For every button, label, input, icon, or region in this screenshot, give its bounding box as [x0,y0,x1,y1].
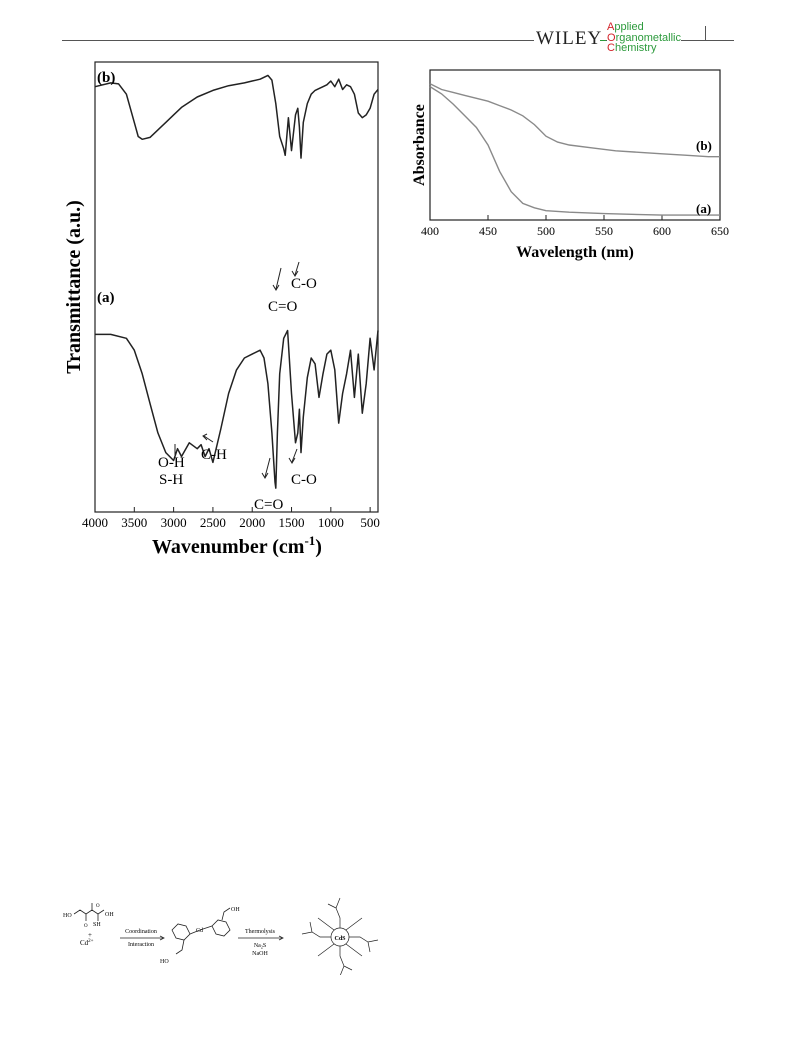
arrow1-label-top: Coordination [125,929,157,935]
reactant-o1: O [84,924,88,929]
ftir-label-c-o-b: C-O [291,276,317,292]
header-rule [62,40,734,41]
product-bonds [301,897,379,975]
ftir-x-ticks: 4000 3500 3000 2500 2000 1500 1000 500 [82,507,380,530]
cd-ion: Cd2+ [80,939,94,947]
ftir-series-label-b: (b) [97,70,115,86]
complex-cd: Cd [196,928,203,934]
ftir-tick-label: 2500 [200,515,226,530]
uvvis-tick-label: 650 [711,224,729,238]
arrow1-label-bottom: Interaction [128,942,154,948]
complex-bonds [171,907,231,955]
reactant-bonds [73,903,105,921]
uvvis-tick-label: 500 [537,224,555,238]
plus-sign: + [88,931,92,939]
uvvis-series-line-a [429,86,720,216]
reactant-ho: HO [63,913,72,919]
ftir-series-line-b [94,74,379,159]
ftir-series-line-a [95,329,379,489]
ftir-series-label-a: (a) [97,290,115,306]
uvvis-x-axis-label: Wavelength (nm) [516,244,634,261]
ftir-label-c-o-a: C-O [291,472,317,488]
uvvis-tick-label: 550 [595,224,613,238]
ftir-tick-label: 1500 [279,515,305,530]
uvvis-series-line-b [429,83,720,158]
uvvis-series-label-b: (b) [696,138,712,153]
uvvis-y-axis-label: Absorbance [411,104,428,186]
uvvis-tick-label: 600 [653,224,671,238]
arrow2-label-bottom: NaOH [252,951,268,957]
uvvis-curves [429,83,720,216]
complex-ho: HO [160,959,169,965]
complex-oh: OH [231,907,240,913]
ftir-label-sh: S-H [159,472,183,488]
reaction-scheme: HO OH SH O O + Cd2+ Coordination Interac… [63,897,379,975]
uvvis-tick-label: 400 [421,224,439,238]
logo-dash [600,40,606,41]
reactant-o2: O [96,904,100,909]
uvvis-plot-frame [429,69,721,221]
uvvis-x-ticks: 400 450 500 550 600 650 [421,215,729,238]
ftir-y-axis-label: Transmittance (a.u.) [63,200,85,374]
arrow-c-o-a [291,448,298,463]
arrow-co-b [275,267,282,290]
ftir-annotation-arrows [174,261,300,479]
uvvis-series-label-a: (a) [696,201,711,216]
arrow2-label-mid: Na2S [254,943,266,950]
arrow2-label-top: Thermolysis [245,929,276,935]
ftir-tick-label: 4000 [82,515,108,530]
uvvis-figure: 400 450 500 550 600 650 Absorbance Wavelength… [411,69,729,261]
ftir-figure: 4000 3500 3000 2500 2000 1500 1000 500 (b) (a) … [63,61,380,558]
ftir-x-axis-label: Wavenumber (cm-1) [152,533,322,558]
arrow-ch [203,435,214,443]
ftir-tick-label: 500 [360,515,380,530]
arrow-co-a [264,457,271,478]
ftir-plot-frame [94,61,379,513]
ftir-tick-label: 2000 [239,515,265,530]
journal-line-2: Organometallic [607,31,681,44]
ftir-tick-label: 1000 [318,515,344,530]
ftir-tick-label: 3500 [121,515,147,530]
header-page-bar [705,26,706,40]
publisher-logo: WILEY [534,28,605,50]
journal-logo: Applied Organometallic Chemistry [607,22,681,54]
ftir-curves [94,74,379,489]
product-core-cds: CdS [334,936,346,942]
uvvis-tick-label: 450 [479,224,497,238]
ftir-tick-label: 3000 [161,515,187,530]
ftir-label-co-b: C=O [268,299,297,315]
reactant-sh: SH [93,922,101,928]
ftir-label-co-a: C=O [254,497,283,513]
reactant-oh: OH [105,912,114,918]
arrow-c-o-b [294,261,300,276]
ftir-label-ch: C-H [201,447,227,463]
journal-line-1: Applied [607,21,644,33]
ftir-label-oh: O-H [158,455,185,471]
journal-line-3: Chemistry [607,42,657,54]
